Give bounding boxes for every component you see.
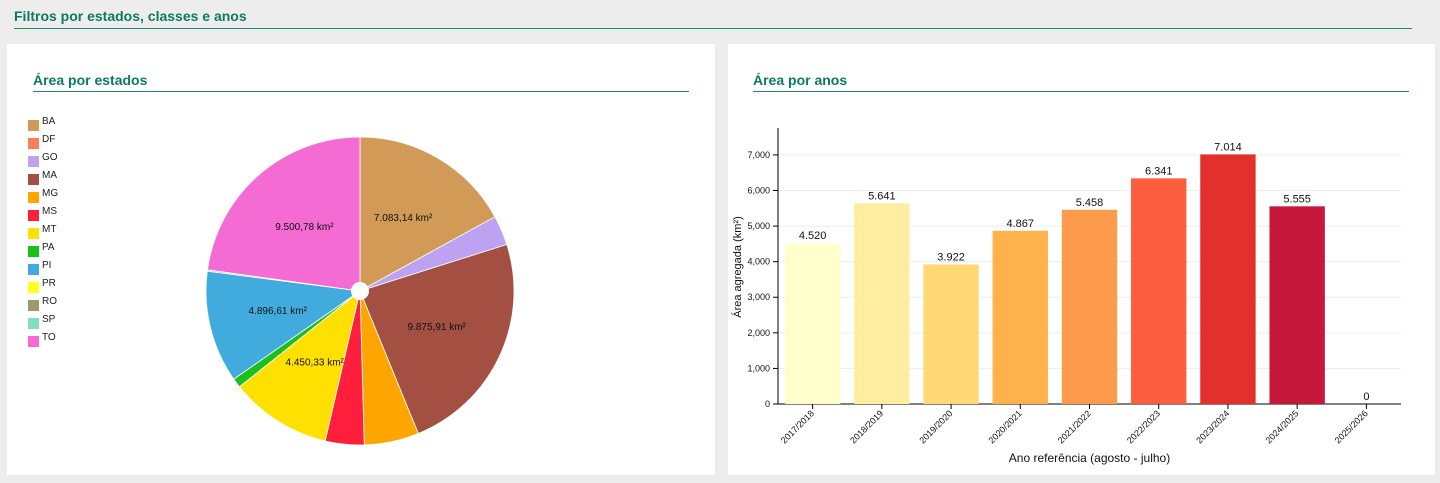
pie-value-label-ba: 7.083,14 km² [374,213,433,224]
legend-label: MT [42,224,57,235]
years-bar-chart: 0 1,000 2,000 3,000 4,000 5,000 6,000 7,000 4.52… [731,128,1401,465]
years-card-divider [753,91,1409,92]
legend-label: PR [42,278,56,289]
legend-item-ba[interactable]: BA [28,116,88,134]
bar-2017-2018[interactable] [784,243,841,404]
states-card-title: Área por estados [33,72,148,88]
y-tick-label: 2,000 [747,328,770,338]
pie-value-label-pi: 4.896,61 km² [249,306,308,317]
bar-2023-2024[interactable] [1200,154,1256,404]
bar-2019-2020[interactable] [923,264,979,404]
bar-value-label: 0 [1363,391,1369,403]
legend-item-pa[interactable]: PA [28,242,88,260]
legend-item-to[interactable]: TO [28,332,88,350]
legend-swatch [28,282,39,293]
legend-item-ma[interactable]: MA [28,170,88,188]
legend-label: RO [42,296,57,307]
legend-swatch [28,228,39,239]
bar-value-label: 6.341 [1145,165,1173,177]
legend-swatch [28,192,39,203]
section-title: Filtros por estados, classes e anos [14,8,247,24]
legend-label: MS [42,206,57,217]
legend-swatch [28,264,39,275]
bar-2021-2022[interactable] [1061,209,1118,404]
bar-value-label: 7.014 [1214,141,1242,153]
legend-swatch [28,174,39,185]
legend-item-mt[interactable]: MT [28,224,88,242]
states-pie-chart: 7.083,14 km² 9.875,91 km² 4.450,33 km² 4.89… [205,136,515,446]
legend-swatch [28,210,39,221]
legend-label: MA [42,170,57,181]
bar-value-label: 5.458 [1076,197,1104,209]
y-tick-label: 3,000 [747,292,770,302]
legend-swatch [28,120,39,131]
y-tick-label: 7,000 [747,150,770,160]
pie-slice-ma[interactable] [359,244,515,435]
bar-2022-2023[interactable] [1131,178,1187,404]
states-card-divider [33,91,689,92]
x-tick-label: 2020/2021 [987,408,1024,445]
legend-swatch [28,300,39,311]
legend-item-df[interactable]: DF [28,134,88,152]
y-tick-label: 0 [765,399,770,409]
legend-item-ms[interactable]: MS [28,206,88,224]
legend-label: PI [42,260,52,271]
y-tick-label: 5,000 [747,221,770,231]
section-header: Filtros por estados, classes e anos [14,0,1412,29]
bar-value-label: 5.641 [868,190,896,202]
bar-value-label: 3.922 [937,251,965,263]
legend-label: DF [42,134,56,145]
legend-item-pi[interactable]: PI [28,260,88,278]
states-area-card: Área por estados BA DF GO MA MG MS MT PA PI PR RO S… [7,44,715,475]
years-area-card: Área por anos 0 1,000 2,000 3,000 4,000 5,000… [728,44,1435,475]
x-tick-label: 2018/2019 [848,408,885,445]
y-tick-label: 1,000 [747,363,770,373]
y-tick-label: 4,000 [747,257,770,267]
pie-center-hole [351,282,369,300]
bar-2020-2021[interactable] [992,230,1048,404]
legend-label: GO [42,152,58,163]
bar-value-label: 4.520 [799,230,827,242]
x-tick-label: 2021/2022 [1056,408,1093,445]
x-tick-label: 2022/2023 [1125,408,1162,445]
bar-value-label: 5.555 [1283,193,1311,205]
legend-label: SP [42,314,56,325]
legend-item-mg[interactable]: MG [28,188,88,206]
x-tick-label: 2024/2025 [1263,408,1300,445]
legend-item-pr[interactable]: PR [28,278,88,296]
pie-value-label-mt: 4.450,33 km² [286,358,345,369]
legend-label: MG [42,188,59,199]
bar-2018-2019[interactable] [854,203,910,404]
legend-swatch [28,336,39,347]
legend-swatch [28,318,39,329]
x-tick-label: 2019/2020 [917,408,954,445]
bar-2024-2025[interactable] [1269,206,1325,404]
y-axis-title: Área agregada (km²) [731,216,744,318]
legend-item-ro[interactable]: RO [28,296,88,314]
pie-slice-ba[interactable] [359,136,496,292]
bar-value-label: 4.867 [1007,218,1035,230]
x-tick-label: 2025/2026 [1333,408,1370,445]
pie-value-label-ma: 9.875,91 km² [408,322,467,333]
pie-slice-to[interactable] [207,136,361,292]
legend-label: TO [42,332,56,343]
legend-label: BA [42,116,56,127]
legend-swatch [28,156,39,167]
states-legend: BA DF GO MA MG MS MT PA PI PR RO SP TO [28,116,88,350]
legend-item-sp[interactable]: SP [28,314,88,332]
pie-slice-pi[interactable] [205,270,362,380]
legend-swatch [28,138,39,149]
x-axis-title: Ano referência (agosto - julho) [1009,451,1170,465]
pie-slice-mt[interactable] [238,289,361,442]
pie-value-label-to: 9.500,78 km² [275,222,334,233]
y-tick-label: 6,000 [747,185,770,195]
legend-item-go[interactable]: GO [28,152,88,170]
x-tick-label: 2023/2024 [1194,408,1231,445]
legend-swatch [28,246,39,257]
x-tick-label: 2017/2018 [779,408,816,445]
years-card-title: Área por anos [753,72,848,88]
legend-label: PA [42,242,55,253]
